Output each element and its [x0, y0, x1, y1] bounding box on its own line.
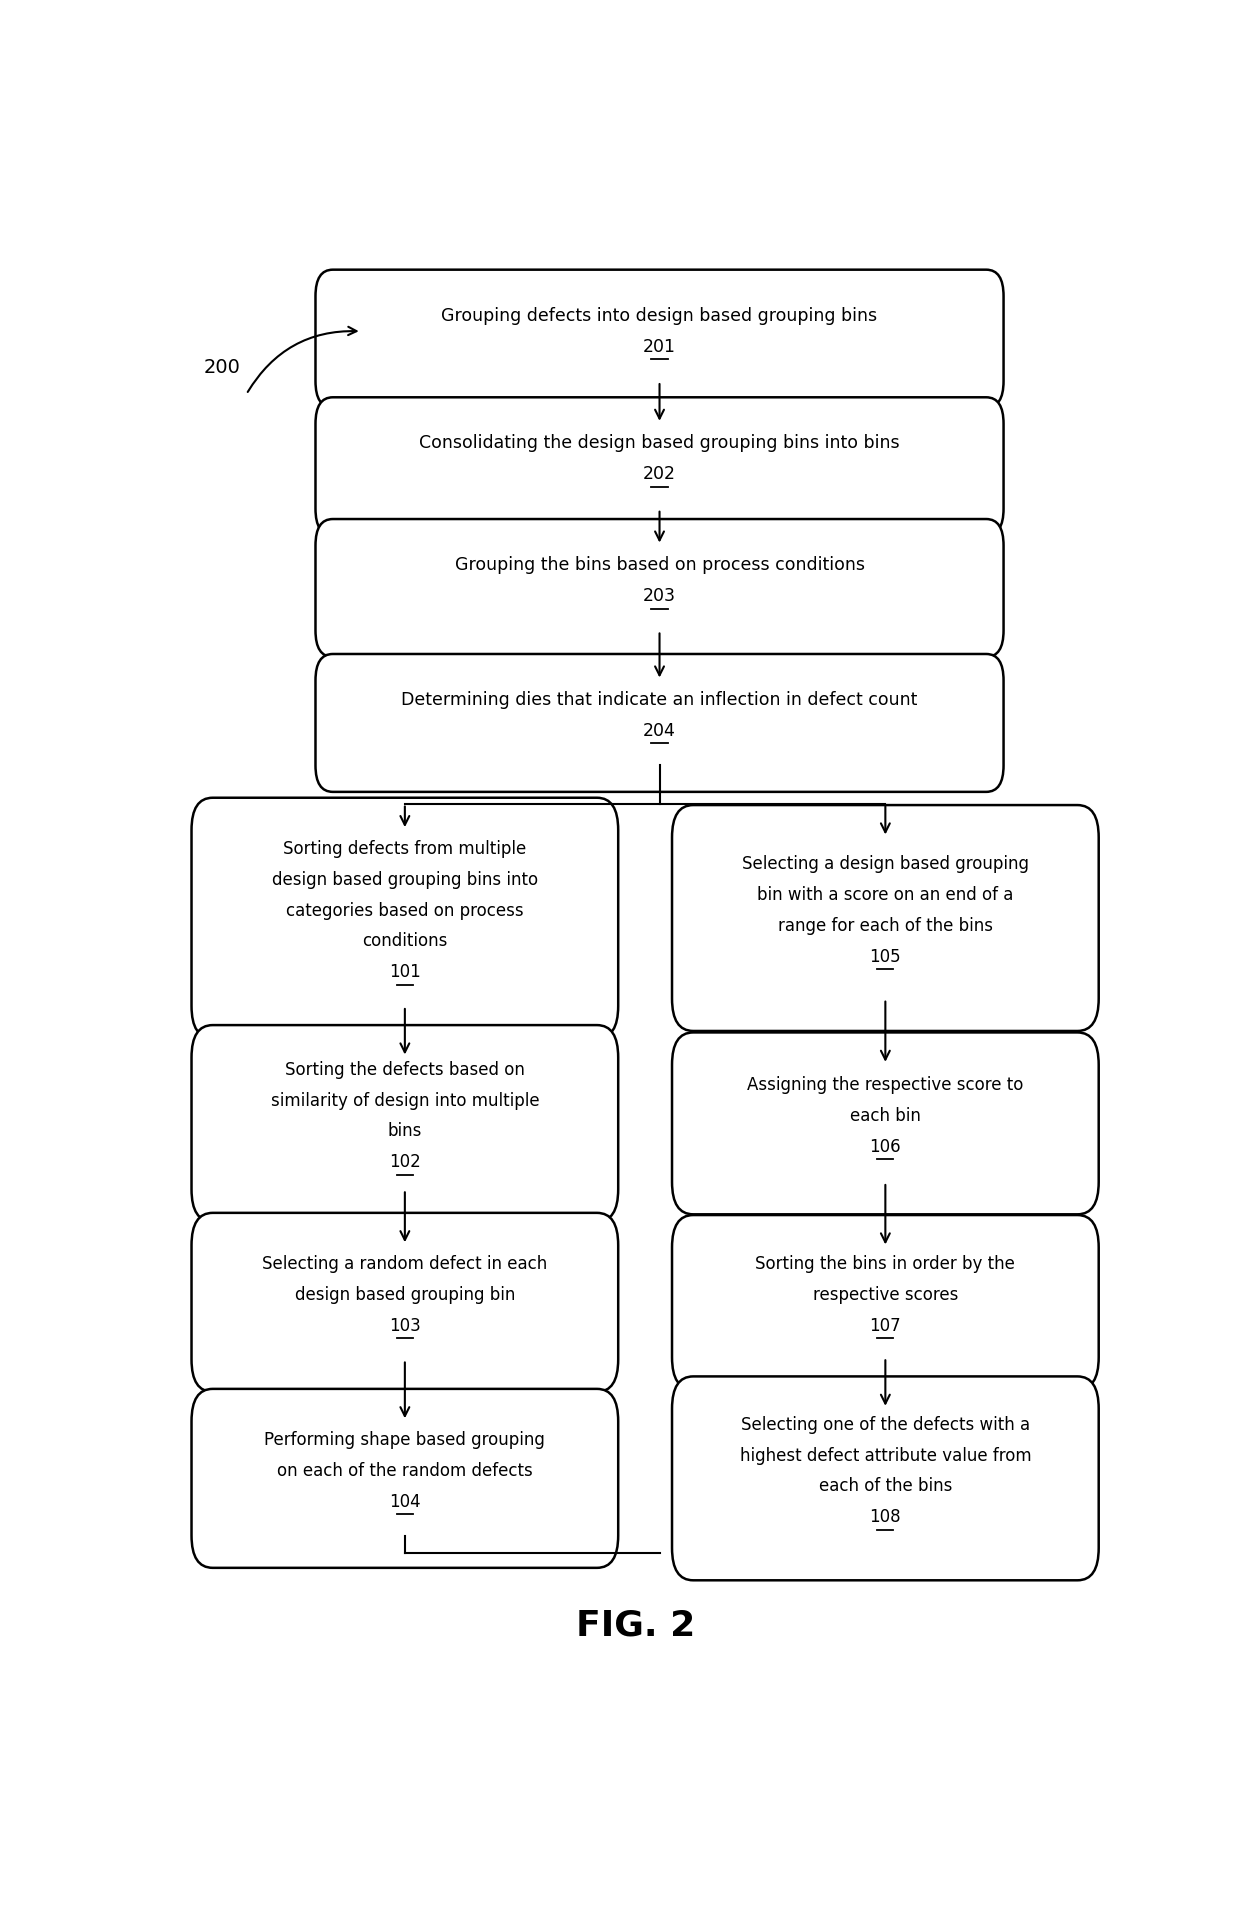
- FancyBboxPatch shape: [191, 1213, 619, 1393]
- Text: design based grouping bin: design based grouping bin: [295, 1286, 515, 1305]
- Text: 104: 104: [389, 1494, 420, 1511]
- FancyBboxPatch shape: [315, 653, 1003, 792]
- Text: range for each of the bins: range for each of the bins: [777, 916, 993, 935]
- Text: 106: 106: [869, 1137, 901, 1156]
- FancyBboxPatch shape: [672, 806, 1099, 1031]
- Text: 200: 200: [203, 358, 241, 377]
- Text: each bin: each bin: [849, 1107, 921, 1126]
- Text: categories based on process: categories based on process: [286, 901, 523, 920]
- Text: FIG. 2: FIG. 2: [575, 1608, 696, 1642]
- Text: Selecting one of the defects with a: Selecting one of the defects with a: [740, 1415, 1030, 1434]
- Text: 108: 108: [869, 1509, 901, 1526]
- FancyBboxPatch shape: [672, 1033, 1099, 1213]
- Text: Sorting defects from multiple: Sorting defects from multiple: [283, 840, 527, 857]
- Text: 201: 201: [644, 337, 676, 356]
- Text: Selecting a design based grouping: Selecting a design based grouping: [742, 855, 1029, 874]
- Text: Consolidating the design based grouping bins into bins: Consolidating the design based grouping …: [419, 434, 900, 453]
- Text: design based grouping bins into: design based grouping bins into: [272, 871, 538, 890]
- FancyBboxPatch shape: [315, 271, 1003, 408]
- Text: conditions: conditions: [362, 932, 448, 951]
- FancyBboxPatch shape: [315, 518, 1003, 657]
- Text: 101: 101: [389, 964, 420, 981]
- Text: highest defect attribute value from: highest defect attribute value from: [739, 1446, 1032, 1465]
- Text: Determining dies that indicate an inflection in defect count: Determining dies that indicate an inflec…: [402, 692, 918, 709]
- Text: each of the bins: each of the bins: [818, 1478, 952, 1495]
- Text: 105: 105: [869, 949, 901, 966]
- Text: bins: bins: [388, 1122, 422, 1141]
- Text: Selecting a random defect in each: Selecting a random defect in each: [262, 1255, 548, 1273]
- FancyBboxPatch shape: [191, 798, 619, 1038]
- Text: similarity of design into multiple: similarity of design into multiple: [270, 1092, 539, 1109]
- Text: Performing shape based grouping: Performing shape based grouping: [264, 1431, 546, 1450]
- Text: 107: 107: [869, 1316, 901, 1335]
- FancyBboxPatch shape: [191, 1025, 619, 1221]
- FancyBboxPatch shape: [672, 1377, 1099, 1581]
- FancyBboxPatch shape: [672, 1215, 1099, 1389]
- Text: respective scores: respective scores: [812, 1286, 959, 1305]
- Text: bin with a score on an end of a: bin with a score on an end of a: [758, 886, 1013, 905]
- Text: 202: 202: [644, 465, 676, 484]
- Text: 203: 203: [644, 587, 676, 606]
- Text: 103: 103: [389, 1316, 420, 1335]
- Text: Grouping the bins based on process conditions: Grouping the bins based on process condi…: [455, 556, 864, 573]
- Text: Sorting the bins in order by the: Sorting the bins in order by the: [755, 1255, 1016, 1273]
- FancyBboxPatch shape: [315, 398, 1003, 535]
- Text: Assigning the respective score to: Assigning the respective score to: [748, 1076, 1023, 1093]
- Text: Grouping defects into design based grouping bins: Grouping defects into design based group…: [441, 307, 878, 326]
- FancyBboxPatch shape: [191, 1389, 619, 1568]
- Text: 204: 204: [644, 722, 676, 739]
- Text: on each of the random defects: on each of the random defects: [277, 1461, 533, 1480]
- Text: 102: 102: [389, 1153, 420, 1172]
- Text: Sorting the defects based on: Sorting the defects based on: [285, 1061, 525, 1078]
